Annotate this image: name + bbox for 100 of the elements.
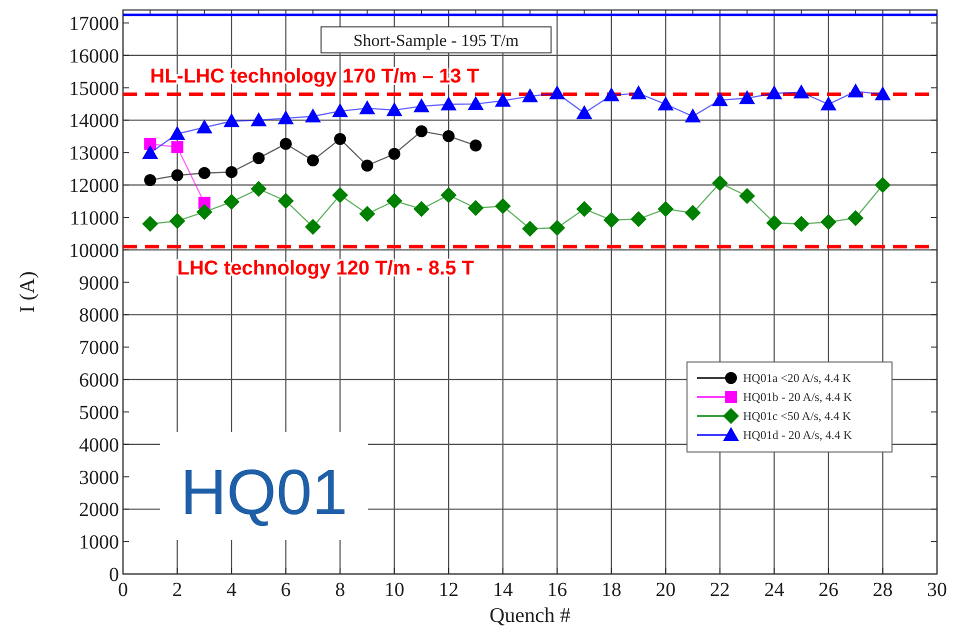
x-tick-label: 26 [818, 579, 838, 601]
point [549, 220, 566, 236]
point [766, 85, 782, 100]
point [684, 108, 701, 122]
point [576, 105, 592, 120]
y-tick-label: 16000 [69, 45, 119, 68]
x-tick-label: 4 [226, 579, 237, 601]
x-tick-label: 8 [335, 579, 346, 601]
y-tick-label: 14000 [69, 110, 119, 132]
y-tick-label: 2000 [79, 499, 119, 522]
point [386, 102, 402, 116]
point [278, 192, 294, 209]
point [848, 83, 864, 98]
point [169, 213, 186, 230]
annotation: HQ01 [180, 456, 348, 528]
point [712, 92, 728, 106]
y-tick-label: 8000 [79, 304, 119, 327]
x-tick-label: 2 [172, 579, 182, 601]
point [603, 87, 620, 102]
point [413, 201, 430, 218]
x-tick-label: 6 [280, 579, 291, 601]
point [494, 198, 511, 214]
y-axis-title: I (A) [15, 271, 39, 313]
point [171, 141, 184, 154]
y-tick-label: 10000 [69, 240, 119, 262]
y-tick-label: 12000 [69, 175, 119, 198]
point [169, 126, 186, 140]
point [252, 152, 265, 164]
point [388, 148, 400, 160]
point [739, 188, 756, 204]
point [522, 220, 538, 237]
point [306, 154, 319, 166]
point [359, 206, 376, 222]
point [250, 112, 267, 126]
x-tick-label: 14 [492, 579, 513, 601]
y-tick-label: 3000 [79, 466, 119, 489]
point [470, 139, 482, 152]
point [658, 201, 674, 218]
point [280, 138, 292, 150]
x-tick-label: 16 [547, 579, 568, 601]
point [250, 180, 267, 197]
point [304, 108, 321, 122]
point [848, 210, 864, 226]
point [630, 85, 647, 100]
point [224, 113, 240, 128]
legend-label: HQ01d - 20 A/s, 4.4 K [743, 428, 852, 442]
point [712, 175, 728, 192]
x-tick-label: 18 [601, 579, 622, 601]
y-tick-label: 1000 [79, 532, 119, 554]
point [494, 92, 511, 107]
point [359, 100, 376, 114]
x-tick-label: 12 [438, 579, 459, 601]
point [549, 85, 566, 100]
x-tick-label: 24 [764, 579, 784, 601]
point [874, 177, 891, 194]
y-tick-label: 11000 [70, 207, 119, 230]
point [684, 204, 701, 221]
y-tick-label: 15000 [69, 78, 119, 100]
point [820, 214, 836, 230]
point [386, 192, 402, 209]
point [413, 98, 430, 112]
point [766, 214, 782, 231]
point [334, 133, 346, 146]
y-tick-label: 17000 [69, 12, 119, 35]
point [142, 216, 158, 232]
point [739, 90, 756, 104]
point [658, 96, 674, 110]
point [793, 84, 810, 98]
legend-label: HQ01b - 20 A/s, 4.4 K [743, 390, 852, 404]
point [468, 200, 484, 216]
x-tick-label: 22 [710, 579, 730, 601]
point [144, 174, 156, 186]
point [361, 160, 374, 172]
point [468, 96, 484, 110]
point [874, 86, 891, 100]
point [793, 216, 810, 232]
point [196, 204, 212, 220]
x-tick-label: 28 [872, 579, 893, 601]
point [415, 125, 428, 138]
point [576, 201, 592, 218]
point [224, 194, 240, 210]
point [603, 212, 620, 228]
x-axis-title: Quench # [489, 603, 572, 627]
ref-line-label: Short-Sample - 195 T/m [353, 30, 519, 50]
y-tick-label: 6000 [79, 370, 119, 392]
point [442, 130, 455, 142]
point [196, 119, 212, 134]
point [820, 96, 836, 110]
point [332, 103, 348, 118]
y-tick-label: 5000 [79, 402, 119, 424]
y-tick-label: 0 [109, 564, 119, 586]
point [171, 169, 184, 182]
point [278, 110, 294, 124]
point [332, 187, 348, 204]
point [630, 211, 647, 228]
point [522, 88, 538, 102]
x-tick-label: 30 [927, 579, 947, 601]
y-tick-label: 4000 [79, 434, 119, 456]
legend-label: HQ01c <50 A/s, 4.4 K [743, 409, 852, 424]
point [440, 96, 457, 110]
